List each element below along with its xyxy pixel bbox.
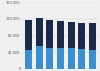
- Bar: [57, 48, 64, 69]
- Bar: [68, 22, 75, 48]
- Bar: [78, 49, 85, 69]
- Bar: [36, 18, 43, 46]
- Bar: [36, 46, 43, 69]
- Bar: [89, 23, 96, 50]
- Bar: [89, 50, 96, 69]
- Bar: [25, 20, 32, 50]
- Bar: [68, 48, 75, 69]
- Bar: [46, 20, 53, 48]
- Bar: [57, 21, 64, 48]
- Bar: [78, 23, 85, 49]
- Bar: [25, 50, 32, 69]
- Bar: [46, 48, 53, 69]
